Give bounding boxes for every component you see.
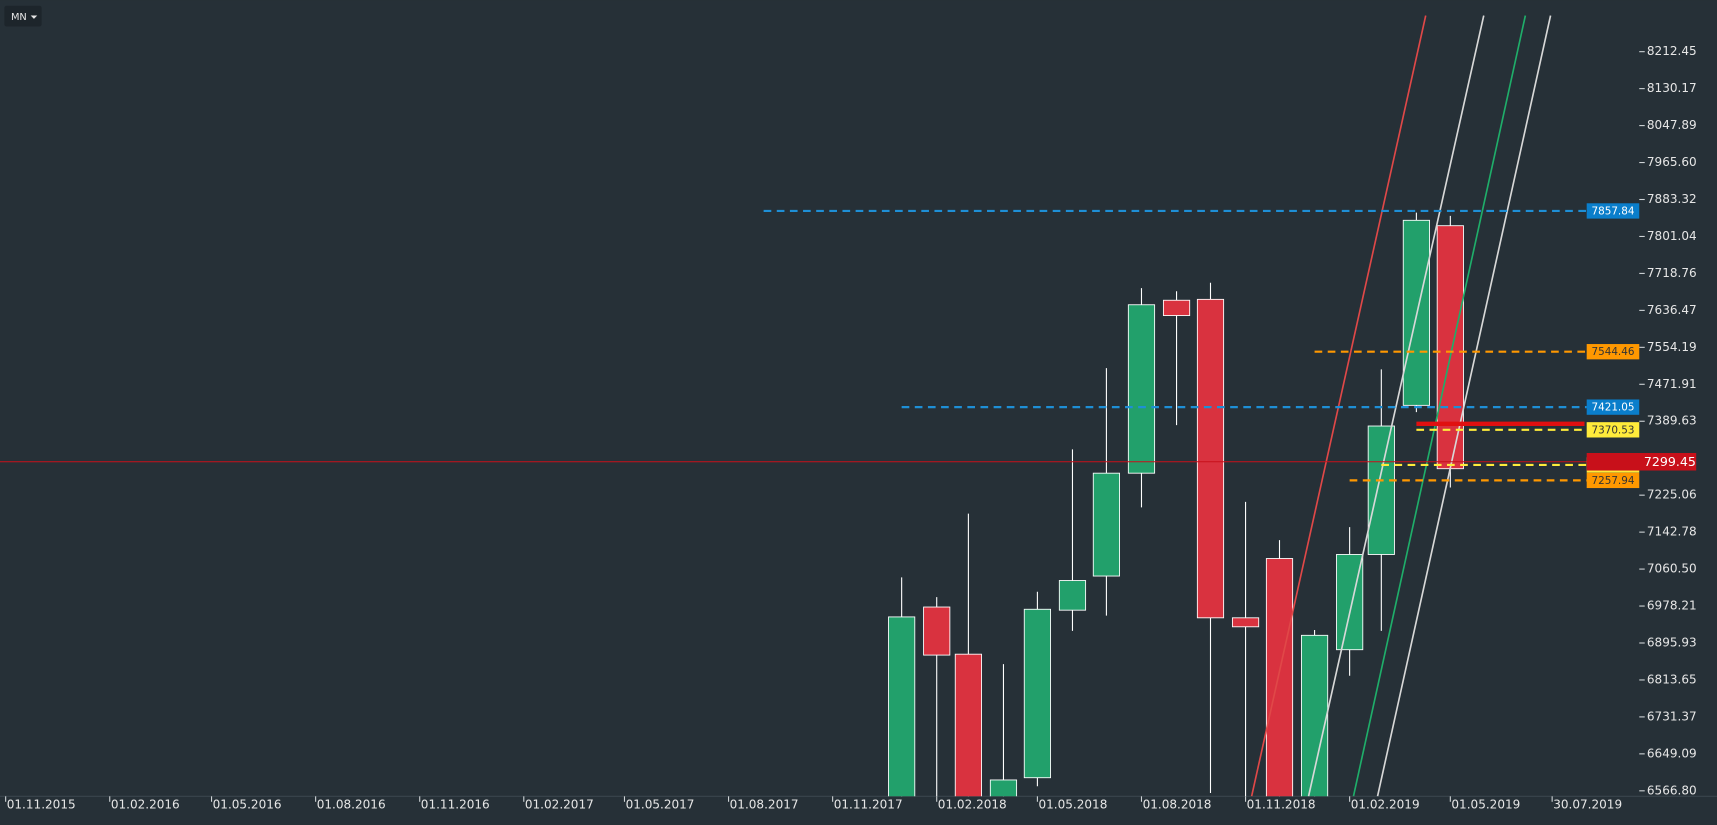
y-tick-label: 6813.65 bbox=[1647, 672, 1697, 686]
y-tick-label: 7636.47 bbox=[1647, 303, 1697, 317]
x-tick-label: 01.08.2017 bbox=[730, 798, 799, 812]
y-tick-label: 8130.17 bbox=[1647, 81, 1697, 95]
x-tick-label: 01.11.2017 bbox=[834, 798, 903, 812]
x-tick-label: 01.02.2018 bbox=[938, 798, 1007, 812]
y-tick-label: 7554.19 bbox=[1647, 340, 1697, 354]
y-tick-label: 7225.06 bbox=[1647, 488, 1697, 502]
candle-body bbox=[1265, 558, 1294, 797]
timeframe-bg[interactable] bbox=[4, 5, 42, 27]
x-tick-label: 01.11.2016 bbox=[421, 798, 490, 812]
level-label-bg bbox=[1586, 399, 1640, 415]
candle-body bbox=[1058, 580, 1087, 611]
x-tick-label: 01.11.2018 bbox=[1247, 798, 1316, 812]
y-tick-label: 7389.63 bbox=[1647, 414, 1697, 428]
y-tick-label: 6895.93 bbox=[1647, 635, 1697, 649]
y-tick-label: 7801.04 bbox=[1647, 229, 1697, 243]
candle-body bbox=[954, 653, 982, 797]
candle-body bbox=[888, 616, 916, 797]
level-label: 7544.46 bbox=[1591, 346, 1634, 358]
candle-body bbox=[923, 606, 951, 656]
level-label: 7421.05 bbox=[1591, 402, 1634, 414]
trend-line bbox=[1307, 15, 1485, 797]
level-label-bg bbox=[1586, 472, 1640, 489]
x-tick-label: 01.02.2016 bbox=[111, 798, 180, 812]
x-tick-label: 01.05.2019 bbox=[1451, 798, 1520, 812]
x-tick-label: 01.08.2016 bbox=[317, 798, 386, 812]
y-tick-label: 8047.89 bbox=[1647, 118, 1697, 132]
candle-body bbox=[1231, 617, 1260, 628]
plot-area bbox=[0, 15, 1587, 797]
x-tick-label: 30.07.2019 bbox=[1553, 798, 1622, 812]
y-tick-label: 7883.32 bbox=[1647, 192, 1697, 206]
y-tick-label: 6649.09 bbox=[1647, 746, 1697, 760]
x-tick-label: 01.02.2017 bbox=[525, 798, 594, 812]
y-tick-label: 7060.50 bbox=[1647, 562, 1697, 576]
candle-body bbox=[1092, 472, 1120, 577]
y-tick-label: 7471.91 bbox=[1647, 377, 1697, 391]
level-label-bg bbox=[1586, 422, 1640, 438]
trend-line bbox=[1250, 15, 1427, 797]
last-price-bg bbox=[1586, 452, 1697, 471]
y-tick-label: 6566.80 bbox=[1647, 783, 1697, 797]
level-label-bg bbox=[1586, 203, 1640, 219]
trend-line bbox=[1352, 15, 1527, 797]
candle-body bbox=[1162, 299, 1191, 316]
level-label: 7370.53 bbox=[1591, 424, 1634, 436]
y-tick-label: 7718.76 bbox=[1647, 266, 1697, 280]
level-label: 7857.84 bbox=[1591, 205, 1634, 217]
candle-body bbox=[1300, 634, 1329, 797]
last-price-label: 7299.45 bbox=[1644, 454, 1696, 469]
candle-body bbox=[1023, 608, 1051, 779]
timeframe-label[interactable]: MN bbox=[11, 12, 27, 23]
x-tick-label: 01.05.2018 bbox=[1038, 798, 1107, 812]
x-tick-label: 01.08.2018 bbox=[1143, 798, 1212, 812]
candle-body bbox=[1127, 304, 1156, 474]
y-tick-label: 7142.78 bbox=[1647, 525, 1697, 539]
candle-body bbox=[1436, 225, 1464, 470]
level-label-bg bbox=[1586, 344, 1640, 360]
level-label: 7257.94 bbox=[1591, 475, 1634, 487]
y-tick-label: 6978.21 bbox=[1647, 599, 1697, 613]
dropdown-arrow[interactable] bbox=[30, 15, 38, 19]
candle-body bbox=[989, 779, 1018, 797]
y-tick-label: 6731.37 bbox=[1647, 709, 1697, 723]
candle-body bbox=[1196, 298, 1225, 619]
trend-line bbox=[1376, 15, 1552, 797]
x-tick-label: 01.11.2015 bbox=[7, 798, 76, 812]
timeframe-button[interactable]: MN bbox=[4, 5, 42, 27]
candle-body bbox=[1336, 554, 1364, 651]
x-tick-label: 01.05.2017 bbox=[626, 798, 695, 812]
candles bbox=[888, 212, 1464, 797]
x-tick-label: 01.02.2019 bbox=[1351, 798, 1420, 812]
x-tick-label: 01.05.2016 bbox=[213, 798, 282, 812]
candle-body bbox=[1367, 425, 1395, 555]
y-tick-label: 8212.45 bbox=[1647, 44, 1697, 58]
y-tick-label: 7965.60 bbox=[1647, 155, 1697, 169]
